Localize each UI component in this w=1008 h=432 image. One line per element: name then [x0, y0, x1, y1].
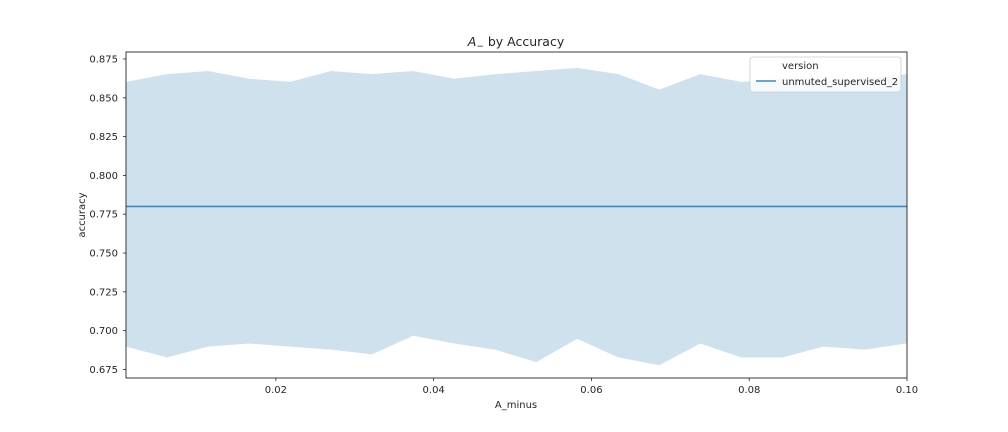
- chart-title-subscript: −: [476, 42, 484, 52]
- y-axis-ticks: 0.675 0.700 0.725 0.750 0.775 0.800 0.825 0.850…: [89, 54, 126, 376]
- y-tick-label: 0.800: [89, 171, 118, 182]
- confidence-band-0: [125, 67, 908, 366]
- x-axis-label: A_minus: [495, 400, 537, 411]
- y-tick-label: 0.725: [89, 287, 118, 298]
- legend-title: version: [782, 61, 819, 72]
- confidence-bands: [125, 67, 908, 366]
- y-tick-label: 0.850: [89, 93, 118, 104]
- chart-title-symbol: A: [467, 34, 477, 49]
- y-tick-label: 0.700: [89, 326, 118, 337]
- chart-title: A− by Accuracy: [467, 34, 565, 52]
- legend-entry-label: unmuted_supervised_2: [782, 77, 898, 88]
- x-axis-ticks: 0.02 0.04 0.06 0.08 0.10: [265, 378, 918, 396]
- y-tick-label: 0.875: [89, 54, 118, 65]
- x-tick-label: 0.04: [423, 385, 445, 396]
- chart-title-rest: by Accuracy: [484, 34, 565, 49]
- y-tick-label: 0.750: [89, 249, 118, 260]
- y-tick-label: 0.775: [89, 210, 118, 221]
- x-tick-label: 0.06: [580, 385, 602, 396]
- legend-box: [749, 56, 902, 93]
- x-tick-label: 0.10: [896, 385, 918, 396]
- y-axis-label: accuracy: [77, 192, 88, 237]
- x-tick-label: 0.08: [738, 385, 760, 396]
- plot-area: 0.02 0.04 0.06 0.08 0.10 0.675 0.700 0.725 0.75…: [89, 51, 918, 396]
- plot-frame: [125, 51, 908, 379]
- legend: version unmuted_supervised_2: [749, 56, 902, 93]
- y-tick-label: 0.825: [89, 132, 118, 143]
- y-tick-label: 0.675: [89, 365, 118, 376]
- x-tick-label: 0.02: [265, 385, 287, 396]
